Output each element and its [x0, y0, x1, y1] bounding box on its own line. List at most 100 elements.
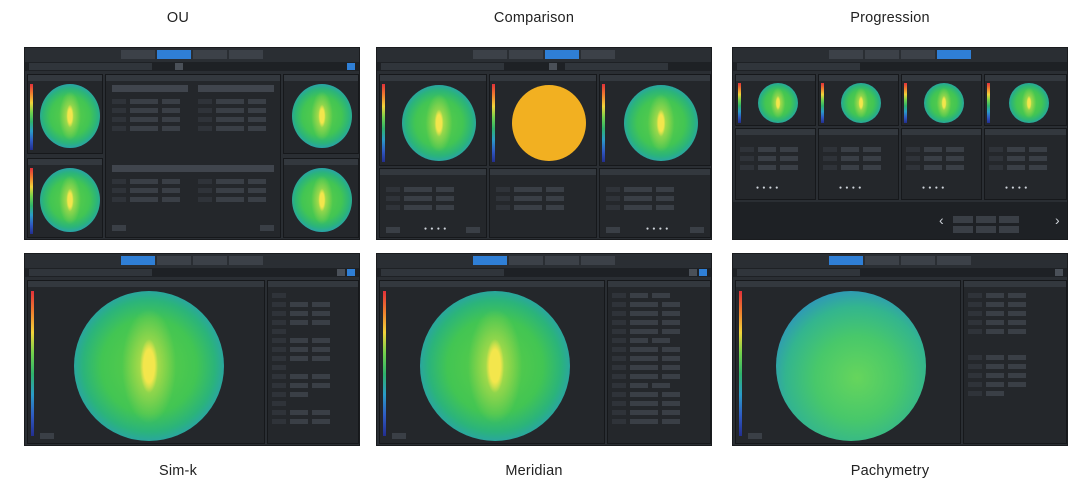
tab-2[interactable]	[865, 256, 899, 265]
tab-4[interactable]	[229, 50, 263, 59]
exam-path-field[interactable]	[737, 269, 860, 276]
tab-4[interactable]	[937, 256, 971, 265]
tab-4[interactable]	[581, 256, 615, 265]
path-bar	[25, 268, 359, 277]
tab-4[interactable]	[229, 256, 263, 265]
od-map-panel-right	[283, 74, 359, 154]
step-button[interactable]	[999, 226, 1019, 233]
map-panel-2	[599, 74, 711, 166]
small-button[interactable]	[466, 227, 480, 233]
tab-3[interactable]	[193, 50, 227, 59]
path-button[interactable]	[337, 269, 345, 276]
step-button[interactable]	[953, 226, 973, 233]
difference-header	[112, 165, 274, 172]
simk-data-panel	[267, 280, 359, 444]
caption-ou: OU	[166, 10, 190, 26]
exam-path-field-2[interactable]	[565, 63, 668, 70]
path-action-button[interactable]	[699, 269, 707, 276]
value-rows	[968, 293, 1026, 400]
small-button[interactable]	[690, 227, 704, 233]
diff-rows-left	[112, 179, 180, 206]
progression-data-3: ● ● ● ●	[901, 128, 982, 200]
pachymetry-data-panel	[963, 280, 1067, 444]
view-tabs	[25, 254, 359, 270]
exam-path-field[interactable]	[737, 63, 860, 70]
step-button[interactable]	[999, 216, 1019, 223]
tab-2[interactable]	[157, 256, 191, 265]
panel-header	[736, 281, 960, 287]
tab-2[interactable]	[509, 50, 543, 59]
tab-1[interactable]	[121, 256, 155, 265]
path-button[interactable]	[1055, 269, 1063, 276]
color-scale	[492, 84, 495, 162]
small-button[interactable]	[260, 225, 274, 231]
tab-2[interactable]	[157, 50, 191, 59]
tab-4[interactable]	[937, 50, 971, 59]
panel-header	[600, 169, 710, 175]
path-action-button[interactable]	[347, 63, 355, 70]
panel-header	[28, 281, 264, 287]
topography-map	[624, 85, 698, 161]
os-map-panel-right	[283, 158, 359, 238]
exam-path-field[interactable]	[29, 269, 152, 276]
color-scale	[987, 83, 990, 123]
od-rows	[112, 99, 180, 135]
color-scale	[31, 291, 34, 436]
panel-header	[380, 75, 486, 81]
caption-progression: Progression	[850, 10, 930, 26]
chevron-right-icon[interactable]: ›	[1055, 212, 1060, 228]
tab-3[interactable]	[545, 256, 579, 265]
small-button[interactable]	[606, 227, 620, 233]
tab-1[interactable]	[121, 50, 155, 59]
view-tabs	[25, 48, 359, 64]
topography-map	[292, 168, 352, 232]
tab-3[interactable]	[545, 50, 579, 59]
tab-3[interactable]	[193, 256, 227, 265]
path-button[interactable]	[175, 63, 183, 70]
step-button[interactable]	[976, 216, 996, 223]
exam-path-field[interactable]	[29, 63, 152, 70]
step-selector	[953, 208, 1025, 238]
small-button[interactable]	[112, 225, 126, 231]
path-bar	[25, 62, 359, 71]
view-tabs	[733, 48, 1067, 64]
tab-2[interactable]	[509, 256, 543, 265]
progression-map-1	[735, 74, 816, 126]
tab-4[interactable]	[581, 50, 615, 59]
small-button[interactable]	[386, 227, 400, 233]
tab-1[interactable]	[473, 50, 507, 59]
color-scale	[904, 83, 907, 123]
path-button[interactable]	[549, 63, 557, 70]
data-panel	[105, 74, 281, 238]
progression-map-4	[984, 74, 1067, 126]
chevron-left-icon[interactable]: ‹	[939, 212, 944, 228]
progression-data-1: ● ● ● ●	[735, 128, 816, 200]
value-rows	[906, 147, 964, 174]
tab-2[interactable]	[865, 50, 899, 59]
caption-meridian: Meridian	[505, 463, 563, 479]
small-button[interactable]	[748, 433, 762, 439]
value-rows	[386, 187, 454, 214]
value-rows	[989, 147, 1047, 174]
tab-3[interactable]	[901, 256, 935, 265]
panel-header	[380, 281, 604, 287]
step-button[interactable]	[953, 216, 973, 223]
exam-path-field[interactable]	[381, 63, 504, 70]
step-button[interactable]	[976, 226, 996, 233]
tab-1[interactable]	[829, 256, 863, 265]
exam-path-field[interactable]	[381, 269, 504, 276]
tab-3[interactable]	[901, 50, 935, 59]
panel-header	[268, 281, 358, 287]
value-rows	[612, 293, 680, 428]
topography-map	[40, 168, 100, 232]
tab-1[interactable]	[473, 256, 507, 265]
small-button[interactable]	[392, 433, 406, 439]
color-scale	[739, 291, 742, 436]
path-button[interactable]	[689, 269, 697, 276]
small-button[interactable]	[40, 433, 54, 439]
path-action-button[interactable]	[347, 269, 355, 276]
tab-1[interactable]	[829, 50, 863, 59]
screenshot-comparison: ● ● ● ● ● ● ● ●	[376, 47, 712, 240]
meridian-map-panel	[379, 280, 605, 444]
value-rows	[272, 293, 330, 428]
